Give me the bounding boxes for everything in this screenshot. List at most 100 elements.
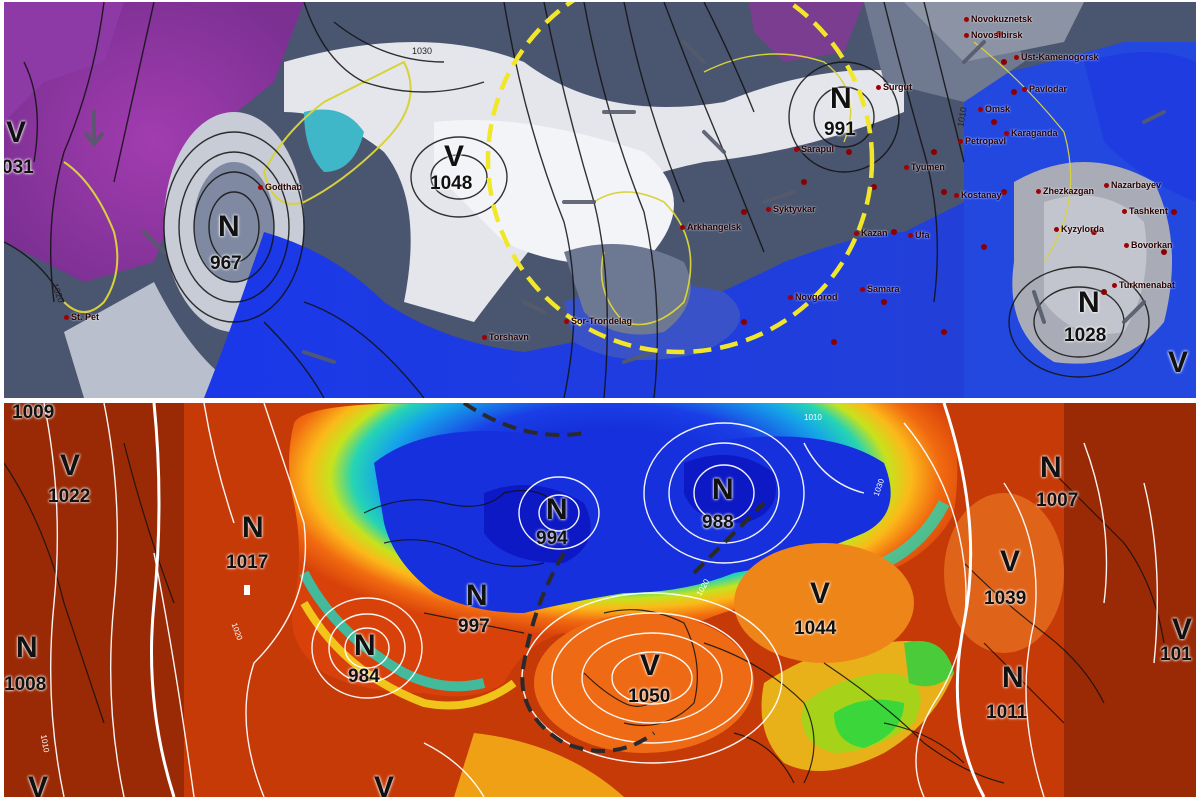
city-dot-icon: [482, 335, 487, 341]
pressure-value: 101: [1160, 644, 1192, 665]
city-label: Sor-Trondelag: [564, 316, 632, 326]
pressure-value: 997: [458, 616, 490, 637]
city-label: Kostanay: [954, 190, 1002, 200]
city-dot-icon: [958, 139, 963, 145]
city-label: Tashkent: [1122, 206, 1168, 216]
dashed-trough-line: [520, 551, 656, 753]
city-dot-icon: [860, 287, 865, 293]
city-label: Petropavl: [958, 136, 1006, 146]
city-dot-icon: [908, 233, 913, 239]
city-label: Kyzylorda: [1054, 224, 1104, 234]
city-dot-icon: [876, 85, 881, 91]
top-map-panel: V 031 N 967 V 1048 N 991 N 1028 V 1020 1…: [4, 2, 1196, 398]
pressure-value: 991: [824, 119, 856, 140]
pressure-symbol: V: [6, 116, 27, 149]
pressure-symbol: N: [1040, 451, 1062, 484]
city-label: Surgut: [876, 82, 912, 92]
city-dot-icon: [978, 107, 983, 113]
top-map-background: [4, 2, 1196, 398]
city-dot-icon: [680, 225, 685, 231]
city-dot-icon: [1036, 189, 1041, 195]
pressure-value: 1039: [984, 588, 1027, 609]
pressure-value: 984: [348, 666, 380, 687]
city-dot-icon: [1112, 283, 1117, 289]
pressure-symbol: N: [218, 210, 240, 243]
pressure-symbol: V: [810, 577, 831, 610]
city-dot-icon: [1004, 131, 1009, 137]
pressure-value: 1011: [986, 702, 1028, 723]
city-label: Ust-Kamenogorsk: [1014, 52, 1099, 62]
pressure-symbol: N: [354, 629, 376, 662]
city-label: St. Pet: [64, 312, 99, 322]
city-label: Novosibirsk: [964, 30, 1023, 40]
city-dot-icon: [766, 207, 771, 213]
city-label: Novokuznetsk: [964, 14, 1032, 24]
pressure-symbol: N: [1078, 286, 1100, 319]
pressure-symbol: V: [1172, 613, 1193, 646]
city-dot-icon: [1054, 227, 1059, 233]
pressure-symbol: N: [546, 493, 568, 526]
pressure-symbol: V: [444, 140, 465, 173]
city-label: Arkhangelsk: [680, 222, 741, 232]
pressure-symbol: N: [242, 511, 264, 544]
pressure-symbol: N: [466, 579, 488, 612]
pressure-value: 1050: [628, 686, 671, 707]
pressure-value: 031: [4, 157, 34, 178]
city-label: Kazan: [854, 228, 888, 238]
city-label: Sarapul: [794, 144, 834, 154]
pressure-symbol: N: [1002, 661, 1024, 694]
pressure-value: 1028: [1064, 325, 1107, 346]
city-dot-icon: [794, 147, 799, 153]
pressure-value: 1008: [4, 674, 47, 695]
pressure-symbol: N: [16, 631, 38, 664]
pressure-value: 994: [536, 528, 568, 549]
city-label: Zhezkazgan: [1036, 186, 1094, 196]
pressure-symbol: N: [830, 82, 852, 115]
pressure-symbol: N: [712, 473, 734, 506]
city-label: Tyumen: [904, 162, 945, 172]
pressure-value: 1048: [430, 173, 473, 194]
city-dot-icon: [954, 193, 959, 199]
pressure-value: 967: [210, 253, 242, 274]
highlight-circle: [485, 2, 875, 355]
city-dot-icon: [964, 33, 969, 39]
isobar-label: 1030: [412, 46, 433, 56]
pressure-symbol: V: [1168, 346, 1189, 379]
city-label: Karaganda: [1004, 128, 1058, 138]
city-dot-icon: [564, 319, 569, 325]
city-label: Samara: [860, 284, 900, 294]
city-dot-icon: [258, 185, 263, 191]
city-label: Ufa: [908, 230, 930, 240]
pressure-value: 1044: [794, 618, 837, 639]
city-dot-icon: [788, 295, 793, 301]
pressure-symbol: V: [28, 771, 49, 798]
city-label: Novgorod: [788, 292, 838, 302]
city-dot-icon: [964, 17, 969, 23]
bottom-map-panel: 1009 V 1022 N 1017 N 1008 N 984 N 997 N …: [4, 403, 1196, 797]
city-dot-icon: [904, 165, 909, 171]
pressure-value: 1007: [1036, 490, 1079, 511]
pressure-symbol: V: [60, 449, 81, 482]
city-label: Syktyvkar: [766, 204, 816, 214]
city-label: Pavlodar: [1022, 84, 1067, 94]
city-dot-icon: [1124, 243, 1129, 249]
pressure-symbol: V: [640, 649, 661, 682]
city-dot-icon: [1104, 183, 1109, 189]
pressure-symbol: V: [1000, 545, 1021, 578]
pressure-value: 1017: [226, 552, 269, 573]
city-dot-icon: [64, 315, 69, 321]
city-dot-icon: [1022, 87, 1027, 93]
pressure-value: 988: [702, 512, 734, 533]
city-label: Turkmenabat: [1112, 280, 1175, 290]
pressure-value: 1009: [12, 403, 55, 423]
pressure-value: 1022: [48, 486, 91, 507]
city-label: Omsk: [978, 104, 1010, 114]
city-label: Nazarbayev: [1104, 180, 1161, 190]
city-dot-icon: [1014, 55, 1019, 61]
isobar-label: 1010: [804, 413, 822, 422]
city-label: Bovorkan: [1124, 240, 1173, 250]
city-label: Torshavn: [482, 332, 529, 342]
pressure-symbol: V: [374, 771, 395, 798]
city-dot-icon: [854, 231, 859, 237]
bottom-map-background: [4, 403, 1196, 797]
